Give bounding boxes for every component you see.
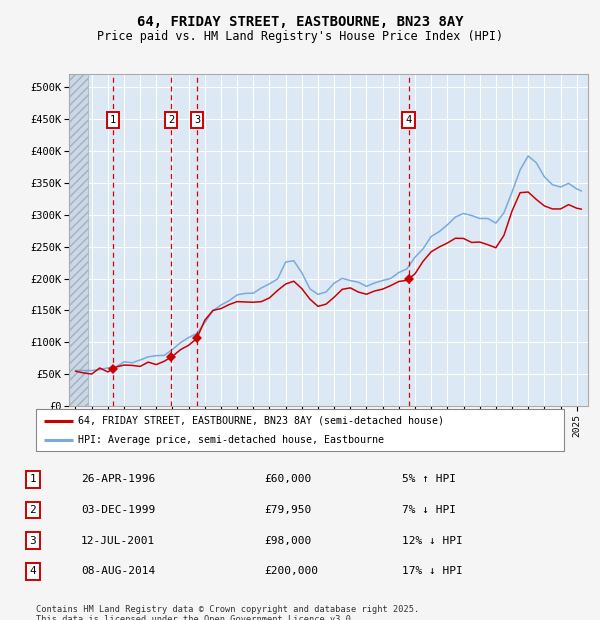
Text: 2: 2 (29, 505, 37, 515)
Text: 12-JUL-2001: 12-JUL-2001 (81, 536, 155, 546)
Text: 7% ↓ HPI: 7% ↓ HPI (402, 505, 456, 515)
Text: 12% ↓ HPI: 12% ↓ HPI (402, 536, 463, 546)
Text: 2: 2 (168, 115, 175, 125)
Text: Price paid vs. HM Land Registry's House Price Index (HPI): Price paid vs. HM Land Registry's House … (97, 30, 503, 43)
Text: 03-DEC-1999: 03-DEC-1999 (81, 505, 155, 515)
Text: 1: 1 (29, 474, 37, 484)
Text: 5% ↑ HPI: 5% ↑ HPI (402, 474, 456, 484)
Text: 1: 1 (110, 115, 116, 125)
Text: 08-AUG-2014: 08-AUG-2014 (81, 567, 155, 577)
Bar (69, 74, 88, 406)
Text: 3: 3 (194, 115, 200, 125)
Text: 64, FRIDAY STREET, EASTBOURNE, BN23 8AY (semi-detached house): 64, FRIDAY STREET, EASTBOURNE, BN23 8AY … (78, 415, 444, 425)
Text: £79,950: £79,950 (264, 505, 311, 515)
Text: 64, FRIDAY STREET, EASTBOURNE, BN23 8AY: 64, FRIDAY STREET, EASTBOURNE, BN23 8AY (137, 16, 463, 30)
Text: £98,000: £98,000 (264, 536, 311, 546)
FancyBboxPatch shape (36, 409, 564, 451)
Text: £200,000: £200,000 (264, 567, 318, 577)
Text: 26-APR-1996: 26-APR-1996 (81, 474, 155, 484)
Text: 17% ↓ HPI: 17% ↓ HPI (402, 567, 463, 577)
Text: Contains HM Land Registry data © Crown copyright and database right 2025.
This d: Contains HM Land Registry data © Crown c… (36, 604, 419, 620)
Text: 4: 4 (29, 567, 37, 577)
Text: 4: 4 (406, 115, 412, 125)
Text: £60,000: £60,000 (264, 474, 311, 484)
Text: 3: 3 (29, 536, 37, 546)
Text: HPI: Average price, semi-detached house, Eastbourne: HPI: Average price, semi-detached house,… (78, 435, 384, 445)
